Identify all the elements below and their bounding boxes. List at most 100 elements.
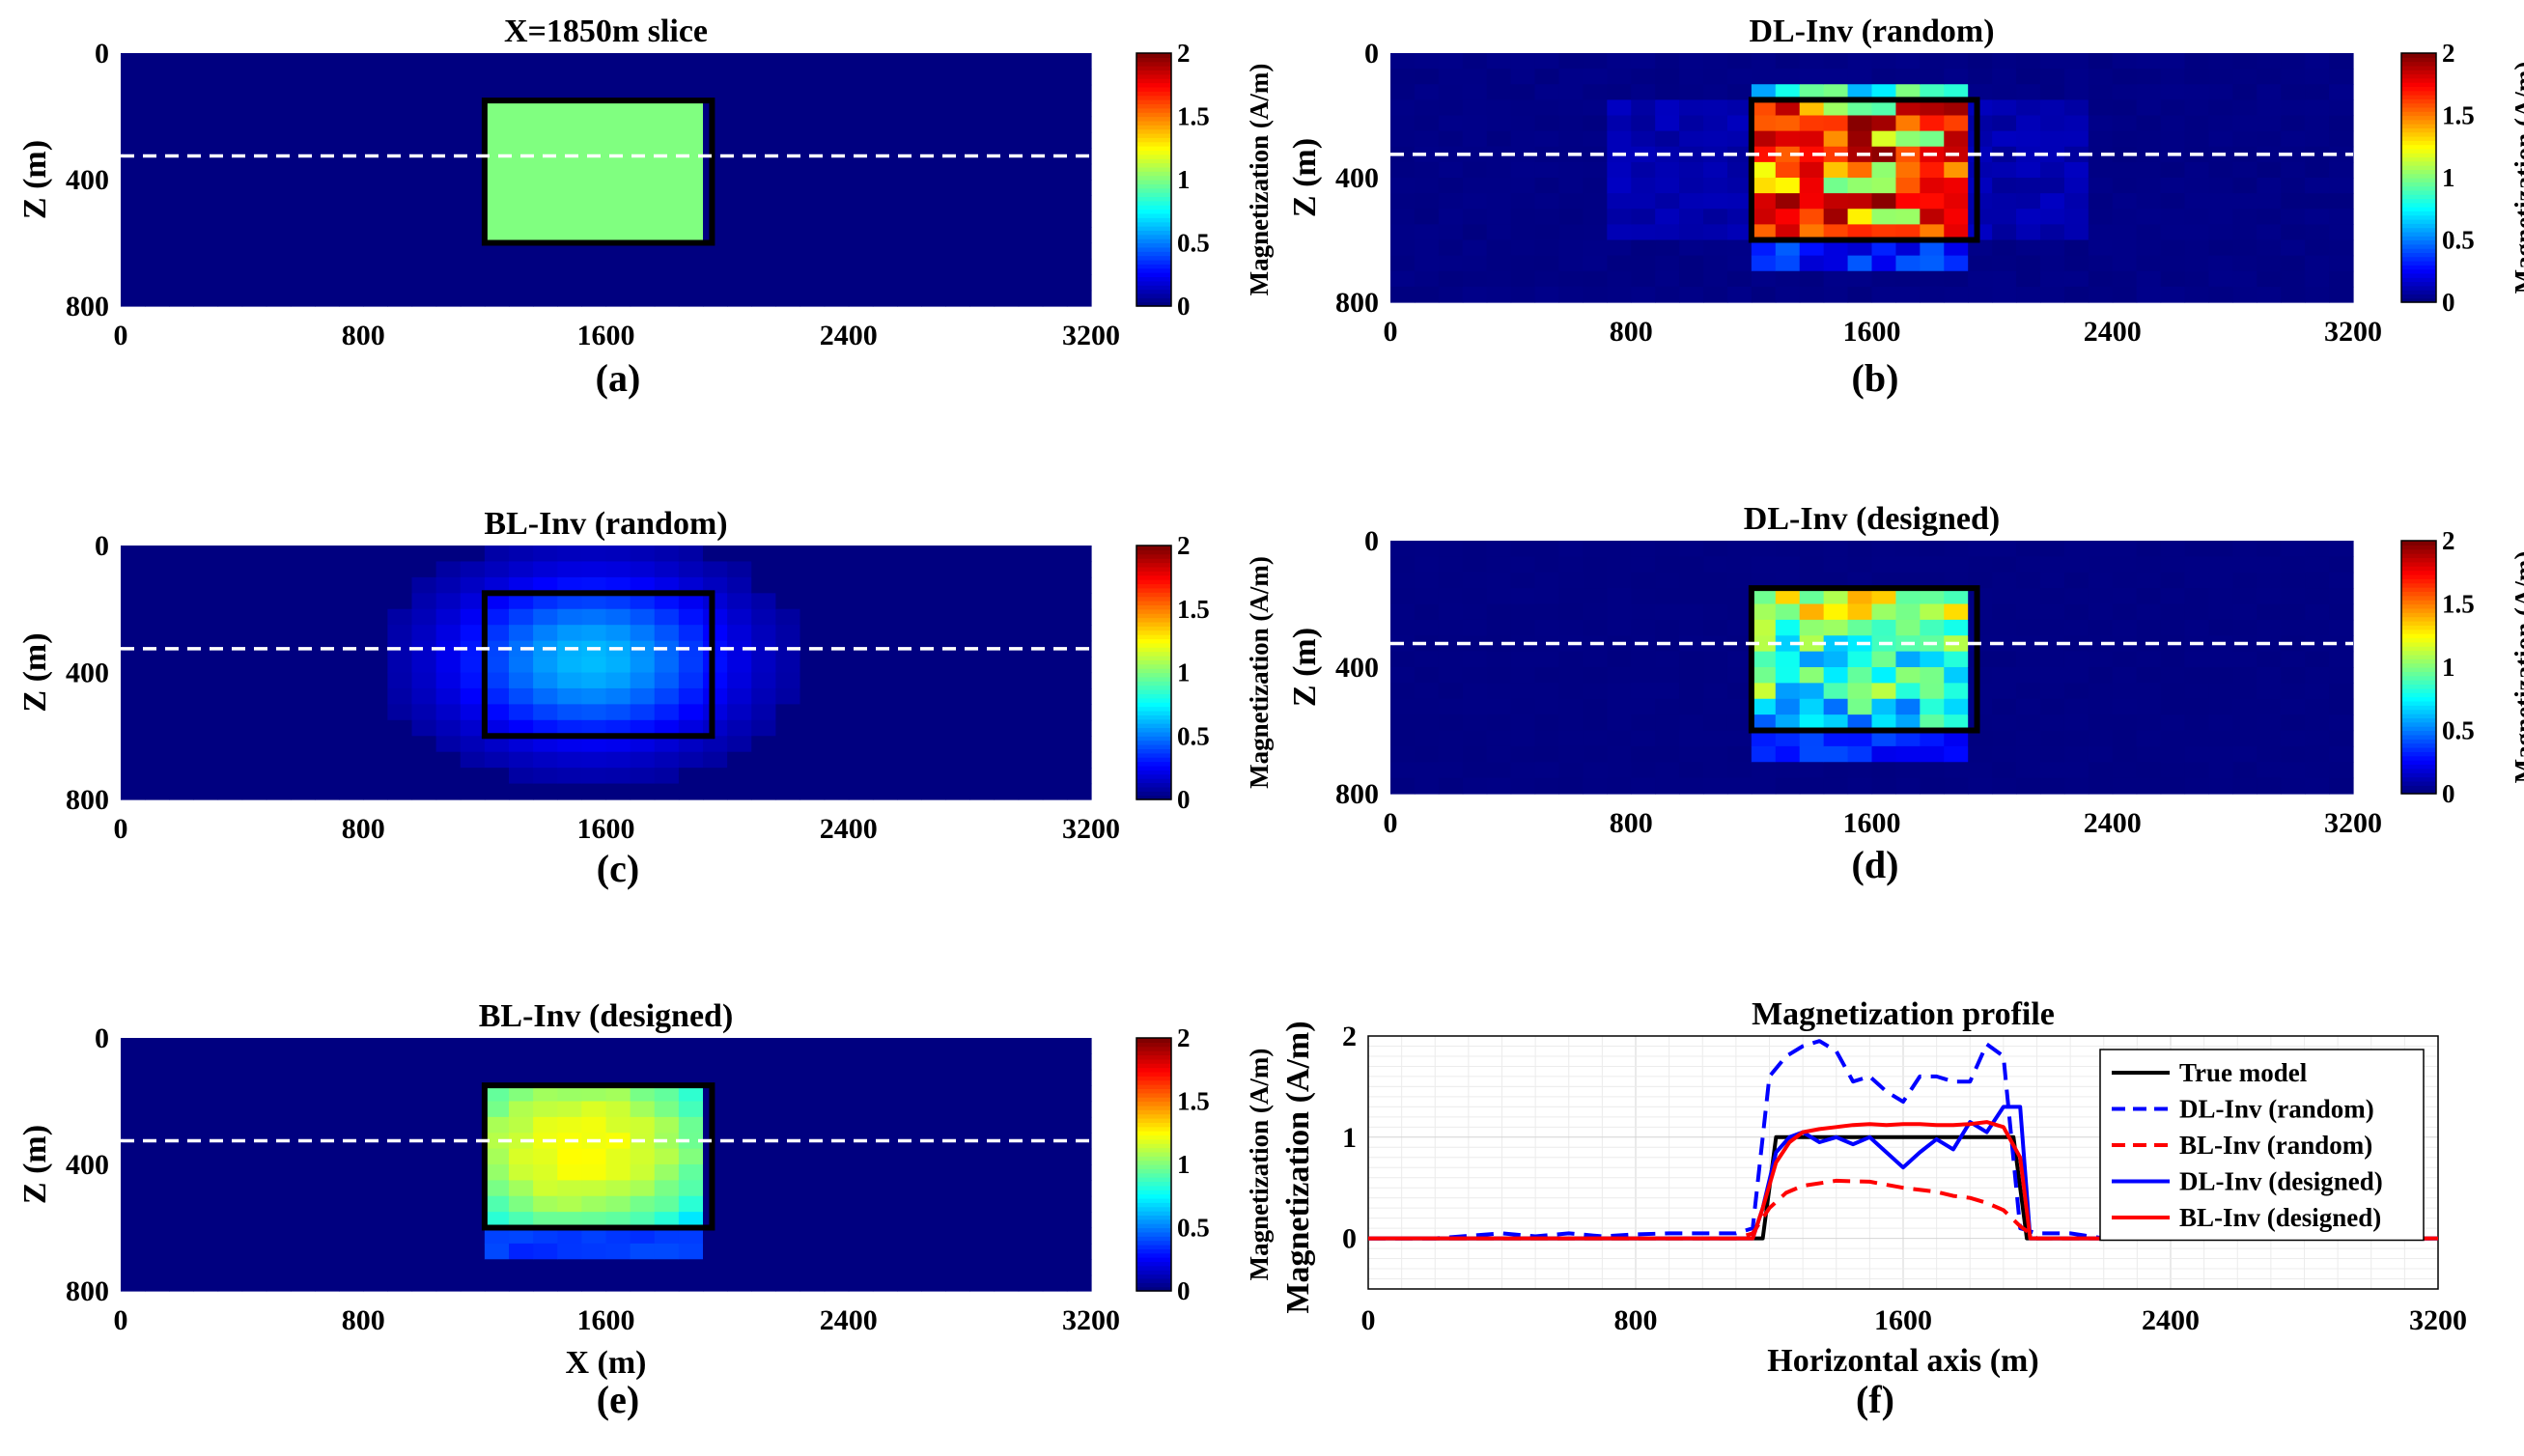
heatmap-cell [945, 1259, 970, 1276]
heatmap-cell [411, 657, 437, 674]
heatmap-cell [1486, 239, 1512, 257]
colorbar-frame [1136, 545, 1172, 800]
heatmap-cell [1992, 572, 2017, 589]
heatmap-cell [145, 561, 170, 578]
heatmap-cell [969, 768, 996, 785]
heatmap-cell [217, 131, 243, 149]
heatmap-cell [897, 1212, 922, 1229]
heatmap-cell [727, 290, 752, 307]
heatmap-cell [1726, 270, 1753, 288]
heatmap-cell [678, 1274, 704, 1292]
heatmap-cell [1486, 667, 1512, 684]
heatmap-cell [1066, 672, 1092, 689]
heatmap-cell [1679, 714, 1704, 732]
heatmap-cell [1847, 255, 1873, 272]
colorbar-step [1136, 549, 1171, 555]
heatmap-cell [581, 84, 607, 101]
heatmap-cell [1607, 130, 1632, 148]
heatmap-cell [1655, 69, 1680, 85]
colorbar-step [1136, 663, 1171, 669]
heatmap-cell [994, 1274, 1020, 1292]
heatmap-cell [121, 1180, 146, 1197]
heatmap-cell [2281, 161, 2306, 179]
panel-caption: (d) [1852, 843, 1899, 886]
heatmap-cell [217, 1259, 243, 1276]
heatmap-cell [848, 751, 874, 769]
heatmap-cell [799, 672, 826, 689]
heatmap-cell [557, 546, 582, 563]
heatmap-cell [1655, 84, 1680, 100]
heatmap-cell [848, 1243, 874, 1260]
heatmap-cell [1679, 698, 1704, 715]
heatmap-cell [193, 1133, 219, 1150]
heatmap-cell [1438, 53, 1464, 70]
heatmap-cell [2016, 224, 2041, 241]
heatmap-cell [2112, 209, 2138, 225]
colorbar-step [1136, 1218, 1171, 1224]
heatmap-cell [557, 163, 582, 181]
heatmap-cell [1607, 541, 1632, 557]
heatmap-cell [193, 657, 219, 674]
heatmap-cell [1920, 286, 1945, 303]
heatmap-cell [1414, 619, 1440, 636]
heatmap-cell [1655, 730, 1680, 747]
heatmap-cell [509, 768, 534, 785]
heatmap-cell [1823, 730, 1849, 747]
heatmap-cell [2088, 115, 2114, 132]
heatmap-cell [339, 1227, 364, 1245]
heatmap-cell [994, 657, 1020, 674]
heatmap-cell [1438, 193, 1464, 210]
heatmap-cell [1414, 130, 1440, 148]
heatmap-cell [1438, 635, 1464, 653]
colorbar-step [2401, 637, 2436, 643]
heatmap-cell [217, 687, 243, 705]
heatmap-cell [1944, 683, 1969, 700]
colorbar-step [2401, 764, 2436, 770]
heatmap-cell [557, 783, 582, 800]
heatmap-cell [1823, 255, 1849, 272]
colorbar-step [2401, 603, 2436, 609]
heatmap-cell [1462, 130, 1488, 148]
heatmap-cell [145, 1038, 170, 1054]
heatmap-cell [1066, 625, 1092, 642]
heatmap-cell [1847, 99, 1873, 117]
heatmap-cell [460, 783, 486, 800]
colorbar-step [1136, 1113, 1171, 1119]
heatmap-cell [1823, 651, 1849, 668]
heatmap-cell [678, 1259, 704, 1276]
heatmap-cell [654, 576, 680, 594]
heatmap-cell [290, 704, 316, 721]
heatmap-cell [2136, 777, 2162, 795]
heatmap-cell [1607, 255, 1632, 272]
heatmap-cell [945, 1195, 970, 1213]
heatmap-cell [2063, 651, 2089, 668]
colorbar-frame [2400, 52, 2437, 303]
heatmap-cell [145, 719, 170, 737]
colorbar-step [1136, 1138, 1171, 1144]
heatmap-cell [2016, 69, 2041, 85]
heatmap-cell [121, 1274, 146, 1292]
colorbar-step [2401, 98, 2436, 104]
heatmap-cell [654, 1180, 680, 1197]
heatmap-cell [1510, 193, 1536, 210]
heatmap-cell [1920, 255, 1945, 272]
colorbar-step [2401, 82, 2436, 87]
heatmap-cell [775, 1212, 801, 1229]
heatmap-cell [339, 1038, 364, 1054]
heatmap-cell [1920, 239, 1945, 257]
heatmap-cell [581, 227, 607, 244]
heatmap-cell [1390, 99, 1416, 117]
heatmap-cell [1438, 603, 1464, 621]
heatmap-cell [2088, 146, 2114, 163]
heatmap-cell [799, 1180, 826, 1197]
heatmap-cell [751, 274, 776, 292]
heatmap-cell [241, 657, 267, 674]
colorbar-step [1136, 221, 1171, 227]
heatmap-cell [1414, 762, 1440, 779]
heatmap-cell [1018, 1116, 1044, 1134]
heatmap-cell [1018, 1038, 1044, 1054]
heatmap-cell [339, 1069, 364, 1086]
heatmap-cell [1847, 651, 1873, 668]
heatmap-cell [411, 116, 437, 133]
heatmap-cell [2329, 146, 2354, 163]
